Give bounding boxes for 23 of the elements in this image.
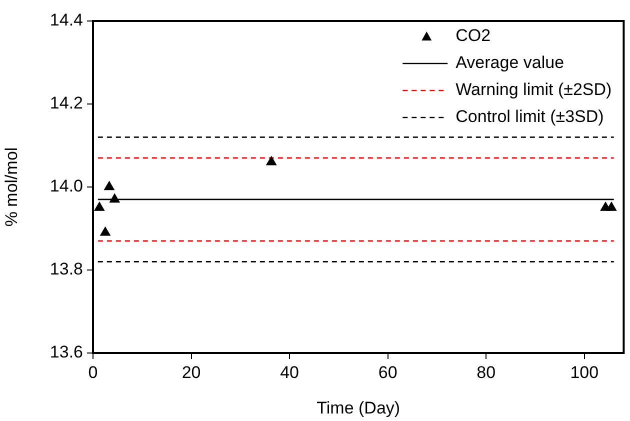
x-tick-label: 80 — [476, 362, 496, 382]
x-axis-title: Time (Day) — [316, 398, 400, 418]
x-tick-label: 0 — [88, 362, 98, 382]
y-tick-label: 13.8 — [50, 260, 83, 279]
x-tick-label: 40 — [280, 362, 300, 382]
point — [100, 227, 110, 236]
legend-label: CO2 — [456, 26, 491, 46]
x-tick-label: 100 — [570, 362, 599, 382]
y-axis-title: % mol/mol — [2, 147, 21, 227]
y-tick-label: 13.6 — [50, 342, 83, 362]
y-tick-label: 14.0 — [50, 176, 83, 196]
point — [104, 181, 114, 190]
point — [266, 156, 276, 166]
x-tick-label: 60 — [378, 362, 398, 382]
point — [110, 194, 120, 203]
point — [94, 202, 104, 211]
legend-label: Warning limit (±2SD) — [456, 80, 612, 100]
legend-label: Average value — [456, 53, 564, 72]
legend-label: Control limit (±3SD) — [456, 107, 604, 126]
x-tick-label: 20 — [182, 362, 201, 382]
point — [606, 202, 616, 211]
y-tick-label: 14.2 — [50, 94, 83, 113]
y-tick-label: 14.4 — [50, 10, 83, 30]
